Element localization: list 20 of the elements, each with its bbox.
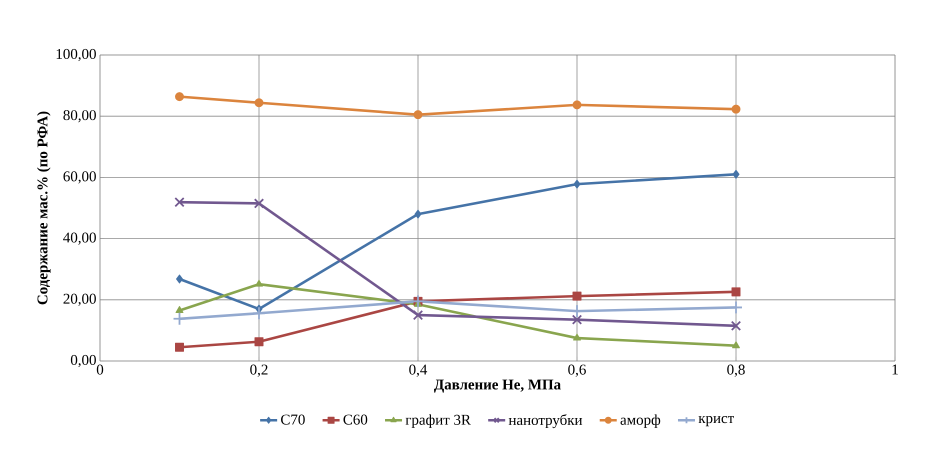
legend-label: крист xyxy=(698,416,734,426)
legend-label: нанотрубки xyxy=(508,414,582,428)
x-axis-title: Давление Не, МПа xyxy=(434,380,561,393)
legend-label: C60 xyxy=(343,414,368,425)
legend-label: аморф xyxy=(620,414,660,428)
y-tick-label: 0,00 xyxy=(70,354,96,368)
x-tick-label: 0,4 xyxy=(409,364,428,377)
x-tick-label: 0 xyxy=(96,364,104,375)
y-tick-label: 80,00 xyxy=(63,110,96,122)
x-tick-label: 0,6 xyxy=(568,364,586,377)
x-tick-label: 0,2 xyxy=(250,364,268,377)
x-tick-label: 1 xyxy=(892,364,898,374)
y-axis-title: Содержание мас.% (по РФА) xyxy=(36,112,51,304)
y-tick-label: 100,00 xyxy=(56,48,96,62)
y-tick-label: 20,00 xyxy=(64,294,96,306)
legend-label: C70 xyxy=(281,414,305,425)
y-tick-label: 40,00 xyxy=(63,232,96,245)
legend-label: графит 3R xyxy=(406,414,471,428)
y-tick-label: 60,00 xyxy=(63,171,96,184)
x-tick-label: 0,8 xyxy=(727,364,745,377)
